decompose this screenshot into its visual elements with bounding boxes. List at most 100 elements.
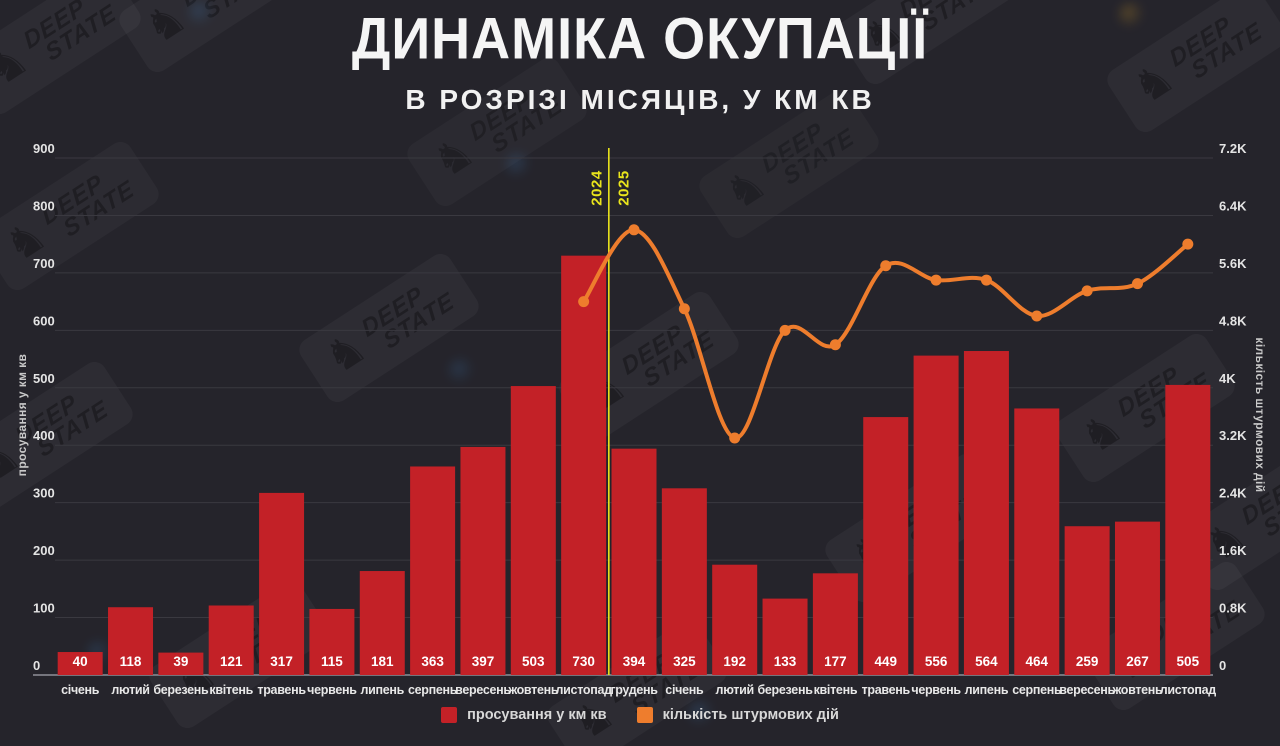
right-tick-label: 4.8K xyxy=(1219,313,1247,328)
bar-value-label: 464 xyxy=(1026,654,1049,669)
bar-value-label: 115 xyxy=(321,654,343,669)
assault-line-dot xyxy=(678,303,690,315)
bar xyxy=(359,571,405,675)
right-tick-label: 1.6K xyxy=(1219,543,1247,558)
right-tick-label: 2.4K xyxy=(1219,486,1247,501)
month-label: січень xyxy=(61,683,100,697)
month-label: листопад xyxy=(1160,683,1217,697)
assault-line-dot xyxy=(1131,278,1143,290)
year-label-2025: 2025 xyxy=(615,170,633,206)
month-label: липень xyxy=(965,683,1009,697)
bar xyxy=(460,446,506,675)
month-label: жовтень xyxy=(507,683,559,697)
month-label: червень xyxy=(911,683,961,697)
left-tick-label: 500 xyxy=(33,371,55,386)
left-tick-label: 200 xyxy=(33,543,55,558)
bar xyxy=(108,607,154,675)
assault-line-dot xyxy=(779,324,791,336)
right-tick-label: 4K xyxy=(1219,371,1236,386)
month-label: травень xyxy=(257,683,306,697)
bar-value-label: 267 xyxy=(1126,654,1149,669)
bar xyxy=(1165,384,1211,675)
legend: просування у км кв кількість штурмових д… xyxy=(0,707,1280,723)
right-tick-label: 0 xyxy=(1219,658,1226,673)
bar xyxy=(410,466,456,675)
left-tick-label: 700 xyxy=(33,256,55,271)
bar-value-label: 192 xyxy=(723,654,746,669)
bar xyxy=(57,652,103,675)
assault-line-dot xyxy=(829,339,841,351)
bar-value-label: 181 xyxy=(371,654,394,669)
assault-line-dot xyxy=(729,432,741,444)
left-tick-label: 300 xyxy=(33,486,55,501)
assault-line-dot xyxy=(930,274,942,286)
bar xyxy=(963,351,1009,675)
month-label: березень xyxy=(757,683,813,697)
chart-title: ДИНАМІКА ОКУПАЦІЇ xyxy=(351,6,929,72)
month-label: листопад xyxy=(556,683,613,697)
assault-line-dot xyxy=(578,296,590,308)
bar-value-label: 39 xyxy=(173,654,188,669)
bar-value-label: 118 xyxy=(120,654,142,669)
right-tick-label: 5.6K xyxy=(1219,256,1247,271)
month-label: травень xyxy=(862,683,911,697)
bar xyxy=(812,573,858,675)
bar-value-label: 133 xyxy=(774,654,797,669)
month-label: серпень xyxy=(408,683,458,697)
month-label: лютий xyxy=(111,683,149,697)
bar xyxy=(1064,526,1110,675)
assault-line-dot xyxy=(1031,310,1043,322)
month-label: грудень xyxy=(610,683,658,697)
month-label: лютий xyxy=(716,683,754,697)
left-axis-title: просування у км кв xyxy=(15,353,29,477)
bar xyxy=(913,355,959,675)
bar-value-label: 556 xyxy=(925,654,948,669)
month-label: березень xyxy=(153,683,209,697)
bar xyxy=(661,488,707,675)
bar-value-label: 397 xyxy=(472,654,495,669)
month-label: квітень xyxy=(814,683,858,697)
bar xyxy=(1014,408,1060,675)
legend-item-assaults: кількість штурмових дій xyxy=(636,707,839,723)
bar-value-label: 259 xyxy=(1076,654,1099,669)
bar-value-label: 325 xyxy=(673,654,696,669)
month-label: квітень xyxy=(209,683,253,697)
right-tick-label: 6.4K xyxy=(1219,198,1247,213)
assault-line-dot xyxy=(1081,285,1093,297)
assaults-legend-swatch xyxy=(636,707,653,723)
assault-line-dot xyxy=(628,224,640,236)
month-label: жовтень xyxy=(1112,683,1164,697)
bar xyxy=(259,492,305,675)
right-tick-label: 0.8K xyxy=(1219,601,1247,616)
right-tick-label: 7.2K xyxy=(1219,141,1247,156)
bar-value-label: 177 xyxy=(824,654,847,669)
assaults-legend-label: кількість штурмових дій xyxy=(662,707,839,723)
bar-value-label: 564 xyxy=(975,654,998,669)
bar-value-label: 40 xyxy=(73,654,88,669)
bar xyxy=(762,598,808,675)
assault-line-dot xyxy=(980,274,992,286)
bar xyxy=(510,386,556,675)
assault-line-dot xyxy=(880,260,892,272)
bar xyxy=(611,448,657,675)
advance-legend-label: просування у км кв xyxy=(467,707,607,723)
year-label-2024: 2024 xyxy=(588,170,606,206)
bar-value-label: 449 xyxy=(874,654,897,669)
bar xyxy=(158,652,204,675)
month-label: вересень xyxy=(455,683,511,697)
legend-item-advance: просування у км кв xyxy=(441,707,607,723)
bar-value-label: 394 xyxy=(623,654,646,669)
bar-value-label: 505 xyxy=(1177,654,1200,669)
assault-line-dot xyxy=(1182,238,1194,250)
bar xyxy=(863,417,909,675)
left-tick-label: 600 xyxy=(33,313,55,328)
bar xyxy=(712,564,758,675)
month-label: червень xyxy=(307,683,357,697)
advance-legend-swatch xyxy=(441,707,458,723)
bar-value-label: 317 xyxy=(270,654,293,669)
chart-subtitle: В РОЗРІЗІ МІСЯЦІВ, У КМ КВ xyxy=(405,84,875,115)
left-tick-label: 900 xyxy=(33,141,55,156)
month-label: серпень xyxy=(1012,683,1062,697)
left-tick-label: 0 xyxy=(33,658,40,673)
month-label: липень xyxy=(360,683,404,697)
